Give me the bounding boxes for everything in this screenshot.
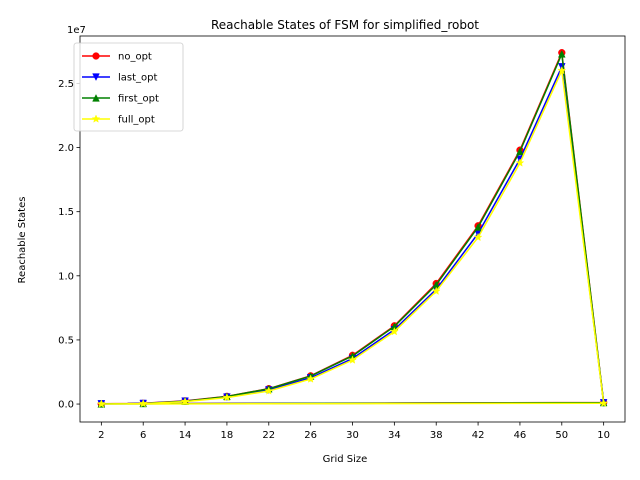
x-tick-label: 10 [597, 430, 610, 441]
data-point-full_opt [348, 355, 357, 364]
data-point-full_opt [473, 232, 483, 241]
data-point-full_opt [390, 327, 399, 336]
y-offset-label: 1e7 [67, 25, 86, 36]
data-point-full_opt [557, 66, 567, 75]
legend: no_opt last_opt first_opt full_opt [73, 42, 184, 132]
data-point-full_opt [431, 286, 441, 295]
data-point-first_opt [516, 147, 524, 156]
data-point-full_opt [222, 393, 232, 402]
y-tick-label: 1.5 [58, 207, 74, 218]
legend-marker-first_opt [92, 94, 100, 102]
legend-marker-last_opt [92, 73, 100, 81]
legend-box [73, 42, 184, 132]
y-tick-label: 0.5 [58, 335, 74, 346]
x-tick-label: 26 [304, 430, 317, 441]
data-point-full_opt [180, 397, 190, 406]
legend-marker-full_opt [91, 114, 101, 123]
y-tick-label: 2.5 [58, 79, 74, 90]
data-point-full_opt [306, 374, 315, 383]
legend-label-no_opt: no_opt [118, 52, 152, 63]
x-tick-label: 2 [98, 430, 104, 441]
y-tick-label: 2.0 [58, 143, 74, 154]
x-tick-label: 38 [430, 430, 443, 441]
x-tick-label: 42 [472, 430, 485, 441]
y-tick-label: 1.0 [58, 271, 74, 282]
series-line-full_opt [101, 69, 605, 405]
x-tick-label: 18 [221, 430, 234, 441]
plot-area: 2 6 14 18 22 26 30 34 38 42 46 50 100.00.51.01.52.02… [58, 35, 626, 441]
legend-label-full_opt: full_opt [118, 115, 155, 126]
x-tick-label: 22 [262, 430, 275, 441]
x-axis-label: Grid Size [323, 454, 368, 465]
data-point-first_opt [557, 49, 566, 58]
x-tick-label: 50 [555, 430, 568, 441]
x-tick-label: 6 [140, 430, 146, 441]
x-tick-label: 30 [346, 430, 359, 441]
series-full_opt [97, 66, 608, 408]
data-point-full_opt [264, 386, 274, 395]
y-tick-label: 0.0 [58, 400, 74, 411]
data-point-full_opt [515, 158, 525, 167]
legend-label-last_opt: last_opt [118, 73, 158, 84]
data-point-full_opt [138, 399, 148, 408]
chart-title: Reachable States of FSM for simplified_r… [211, 18, 479, 32]
data-point-first_opt [474, 223, 482, 231]
x-tick-label: 34 [388, 430, 401, 441]
data-point-full_opt [97, 399, 106, 408]
x-tick-label: 14 [179, 430, 192, 441]
legend-marker-no_opt [92, 52, 100, 60]
data-point-full_opt [599, 398, 608, 407]
legend-label-first_opt: first_opt [118, 94, 159, 105]
x-tick-label: 46 [514, 430, 527, 441]
y-axis-label: Reachable States [17, 197, 28, 284]
